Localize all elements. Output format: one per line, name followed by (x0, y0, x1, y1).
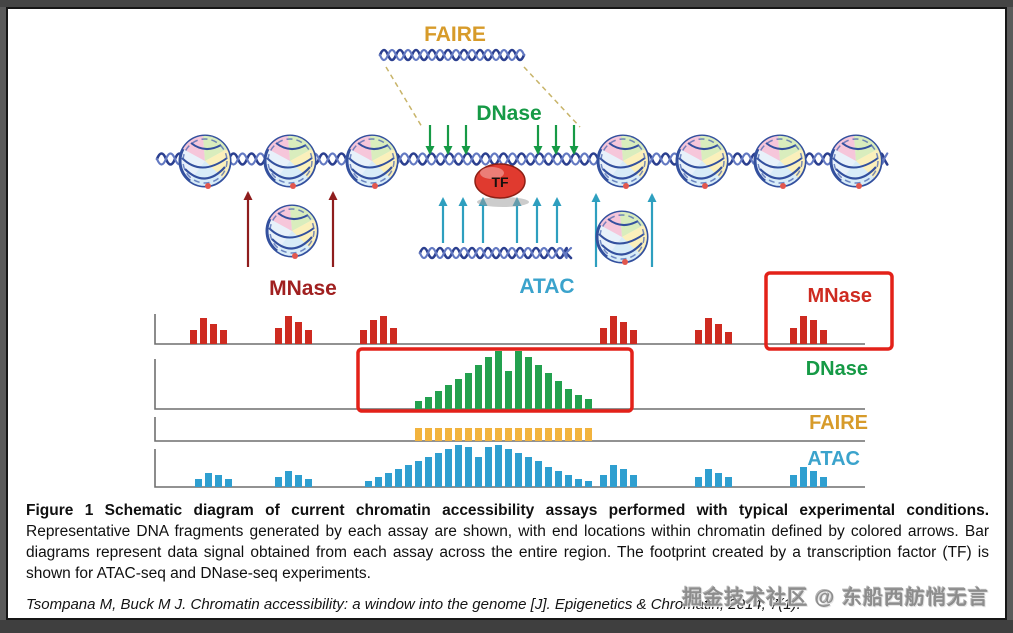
atac-label: ATAC (519, 275, 574, 298)
highlight-box-mnase (764, 271, 894, 351)
mnase-arrows (243, 191, 338, 267)
dnase-arrows (425, 125, 579, 155)
faire-connector-lines (385, 66, 581, 128)
figure-page: TF FAIRE DNase MNase ATAC MNase DNase FA… (6, 7, 1007, 620)
chromatin-diagram: TF FAIRE DNase MNase ATAC MNase DNase FA… (154, 23, 894, 488)
diagram-area: TF FAIRE DNase MNase ATAC MNase DNase FA… (8, 9, 1005, 494)
highlight-box-dnase (356, 347, 634, 413)
track-label-faire: FAIRE (809, 412, 868, 434)
track-label-mnase: MNase (808, 285, 872, 307)
tf-factor: TF (474, 163, 529, 207)
caption-body-text: Representative DNA fragments generated b… (26, 523, 989, 582)
citation-line: Tsompana M, Buck M J. Chromatin accessib… (26, 596, 801, 613)
track-label-atac: ATAC (807, 448, 860, 470)
nucleosome-layer (178, 134, 883, 267)
mnase-label: MNase (269, 277, 337, 300)
atac-arrows (438, 193, 657, 267)
track-label-dnase: DNase (806, 358, 868, 380)
track-dnase (154, 351, 865, 410)
track-atac (154, 445, 865, 488)
track-mnase (154, 314, 865, 345)
tf-label: TF (491, 174, 509, 190)
tf-shadow (477, 197, 529, 207)
watermark-text: 掘金技术社区 @ 东船西舫悄无言 (682, 587, 989, 609)
tf-highlight (480, 167, 504, 179)
dnase-label: DNase (476, 102, 541, 125)
track-faire (154, 417, 865, 442)
top-border-strip (0, 0, 1013, 7)
tf-oval (474, 163, 526, 199)
caption-bold-lead: Figure 1 Schematic diagram of current ch… (26, 502, 989, 519)
faire-label: FAIRE (424, 23, 486, 46)
figure-caption: Figure 1 Schematic diagram of current ch… (8, 494, 1005, 584)
bottom-border-strip (0, 620, 1013, 633)
